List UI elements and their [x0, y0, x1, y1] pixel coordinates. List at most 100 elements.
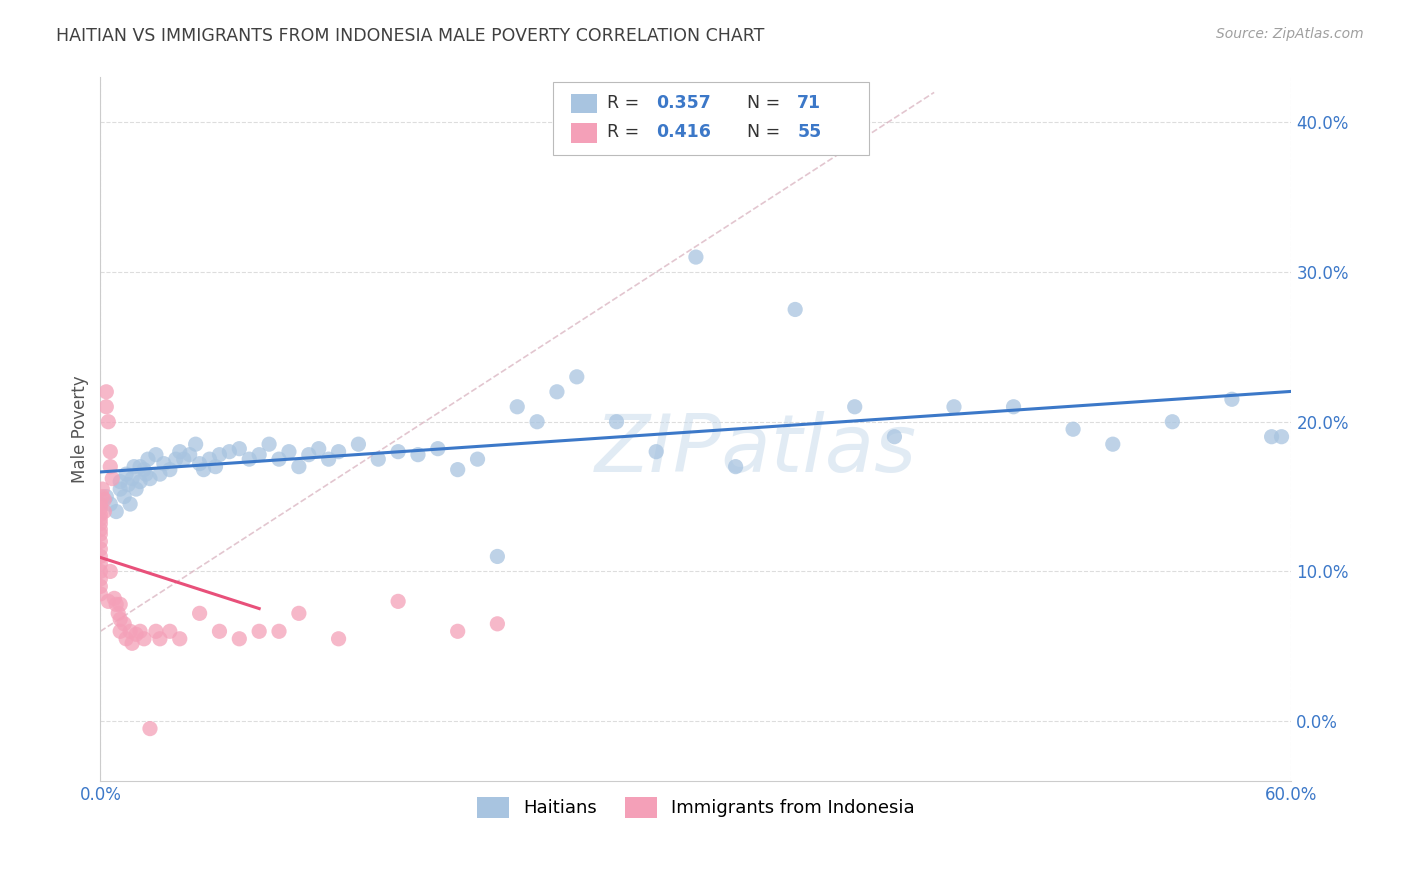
Point	[173, 452, 195, 467]
Point	[486, 549, 509, 564]
Point	[89, 512, 111, 526]
FancyBboxPatch shape	[571, 123, 598, 143]
Point	[89, 516, 111, 531]
Point	[1161, 415, 1184, 429]
Point	[153, 457, 176, 471]
Point	[122, 459, 145, 474]
Point	[267, 452, 290, 467]
Point	[103, 591, 125, 606]
Text: 55: 55	[797, 123, 821, 141]
Point	[159, 462, 181, 476]
Point	[179, 448, 201, 462]
Point	[238, 452, 260, 467]
Point	[108, 598, 131, 612]
Point	[89, 549, 111, 564]
Point	[204, 459, 226, 474]
Y-axis label: Male Poverty: Male Poverty	[72, 376, 89, 483]
Point	[685, 250, 707, 264]
Point	[129, 459, 152, 474]
Point	[188, 607, 211, 621]
Point	[198, 452, 221, 467]
Point	[184, 437, 207, 451]
Point	[844, 400, 866, 414]
Point	[108, 475, 131, 489]
Point	[288, 607, 311, 621]
Point	[125, 482, 148, 496]
Point	[486, 616, 509, 631]
Point	[97, 594, 120, 608]
Point	[89, 572, 111, 586]
Text: Source: ZipAtlas.com: Source: ZipAtlas.com	[1216, 27, 1364, 41]
Point	[546, 384, 568, 399]
Point	[447, 462, 470, 476]
Point	[121, 472, 143, 486]
Point	[112, 490, 135, 504]
FancyBboxPatch shape	[571, 94, 598, 113]
Point	[328, 444, 350, 458]
Point	[145, 448, 167, 462]
Point	[169, 444, 191, 458]
Point	[278, 444, 301, 458]
Point	[121, 636, 143, 650]
Text: N =: N =	[747, 94, 786, 112]
Point	[724, 459, 747, 474]
Point	[387, 444, 409, 458]
Point	[149, 632, 172, 646]
Point	[129, 475, 152, 489]
Point	[96, 490, 118, 504]
Text: 0.416: 0.416	[657, 123, 711, 141]
Point	[91, 490, 114, 504]
Point	[97, 415, 120, 429]
Point	[193, 462, 215, 476]
Point	[89, 497, 111, 511]
Point	[228, 632, 250, 646]
Point	[107, 607, 129, 621]
Point	[89, 557, 111, 571]
Point	[89, 587, 111, 601]
Point	[785, 302, 807, 317]
Text: R =: R =	[606, 123, 644, 141]
Point	[120, 624, 142, 639]
Point	[89, 579, 111, 593]
Point	[943, 400, 966, 414]
Point	[139, 472, 162, 486]
Legend: Haitians, Immigrants from Indonesia: Haitians, Immigrants from Indonesia	[470, 789, 922, 825]
Point	[645, 444, 668, 458]
Point	[883, 430, 905, 444]
Point	[120, 497, 142, 511]
Text: R =: R =	[606, 94, 644, 112]
Point	[328, 632, 350, 646]
Point	[1101, 437, 1123, 451]
Point	[447, 624, 470, 639]
Point	[188, 457, 211, 471]
Point	[108, 624, 131, 639]
Point	[426, 442, 449, 456]
Point	[1270, 430, 1292, 444]
Point	[526, 415, 548, 429]
Text: ZIPatlas: ZIPatlas	[595, 411, 917, 490]
Point	[98, 444, 121, 458]
Point	[1220, 392, 1243, 407]
Point	[406, 448, 429, 462]
Point	[108, 482, 131, 496]
Point	[257, 437, 280, 451]
Point	[135, 467, 157, 482]
Point	[117, 477, 139, 491]
Point	[89, 565, 111, 579]
Point	[1260, 430, 1282, 444]
Point	[132, 632, 155, 646]
Point	[139, 722, 162, 736]
Text: HAITIAN VS IMMIGRANTS FROM INDONESIA MALE POVERTY CORRELATION CHART: HAITIAN VS IMMIGRANTS FROM INDONESIA MAL…	[56, 27, 765, 45]
Point	[605, 415, 627, 429]
Point	[208, 448, 231, 462]
Point	[169, 632, 191, 646]
Point	[208, 624, 231, 639]
Point	[367, 452, 389, 467]
Point	[506, 400, 529, 414]
Point	[267, 624, 290, 639]
Point	[98, 497, 121, 511]
Point	[298, 448, 321, 462]
FancyBboxPatch shape	[553, 82, 869, 155]
Point	[1002, 400, 1025, 414]
Point	[228, 442, 250, 456]
